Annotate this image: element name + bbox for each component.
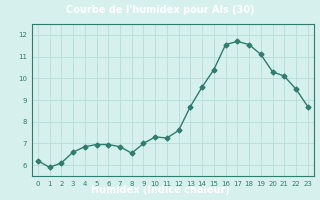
Text: Humidex (Indice chaleur): Humidex (Indice chaleur)	[91, 185, 229, 195]
Text: Courbe de l'humidex pour Als (30): Courbe de l'humidex pour Als (30)	[66, 5, 254, 15]
